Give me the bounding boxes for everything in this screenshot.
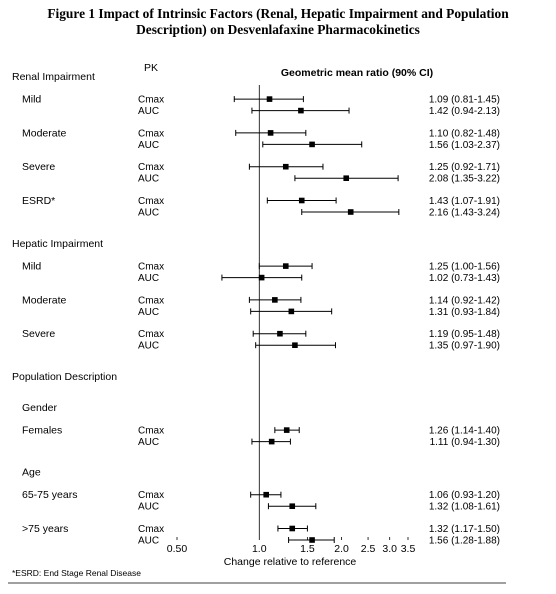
estimate-marker-population-description-females-cmax [283,427,290,433]
estimate-marker-hepatic-impairment-moderate-cmax [272,297,278,303]
value-label-population-description-65-75-years-auc: 1.32 (1.08-1.61) [429,502,500,513]
pk-label-hepatic-impairment-moderate-auc: AUC [138,307,159,318]
x-tick-label-2: 1.5 [300,543,315,555]
figure-title-line-1: Figure 1 Impact of Intrinsic Factors (Re… [47,6,509,21]
subheading-gender: Gender [22,402,58,414]
pk-label-renal-impairment-moderate-auc: AUC [138,140,159,151]
x-tick-label-3: 2.0 [334,543,349,555]
value-label-hepatic-impairment-moderate-auc: 1.31 (0.93-1.84) [429,307,500,318]
group-label-population-description-65-75-years: 65-75 years [22,489,77,501]
value-label-population-description-75-years-cmax: 1.32 (1.17-1.50) [429,524,500,535]
x-axis-label: Change relative to reference [224,556,357,568]
pk-label-renal-impairment-severe-auc: AUC [138,174,159,185]
pk-column-header: PK [144,62,158,74]
pk-label-renal-impairment-mild-cmax: Cmax [138,95,164,106]
chart-header: Geometric mean ratio (90% CI) [281,67,433,79]
estimate-marker-hepatic-impairment-severe-auc [292,342,298,348]
value-label-renal-impairment-esrd-auc: 2.16 (1.43-3.24) [429,208,500,219]
estimate-marker-hepatic-impairment-moderate-auc [288,308,295,315]
section-heading-population-description: Population Description [12,371,117,383]
x-axis: 0.50 1.0 1.5 2.0 2.5 3.0 3.5 [167,537,416,555]
estimate-marker-population-description-65-75-years-auc [289,503,296,509]
estimate-marker-renal-impairment-severe-cmax [282,163,289,170]
group-label-renal-impairment-severe: Severe [22,161,55,173]
x-tick-label-6: 3.5 [401,543,416,555]
estimate-marker-renal-impairment-severe-auc [343,175,350,181]
pk-label-hepatic-impairment-mild-auc: AUC [138,273,159,284]
value-label-renal-impairment-severe-cmax: 1.25 (0.92-1.71) [429,162,500,173]
pk-label-population-description-65-75-years-auc: AUC [138,502,159,513]
value-label-renal-impairment-mild-cmax: 1.09 (0.81-1.45) [429,95,500,106]
group-label-renal-impairment-mild: Mild [22,94,41,106]
group-label-hepatic-impairment-severe: Severe [22,328,55,340]
value-label-population-description-females-cmax: 1.26 (1.14-1.40) [429,426,500,437]
x-tick-label-4: 2.5 [361,543,376,555]
value-label-renal-impairment-severe-auc: 2.08 (1.35-3.22) [429,174,500,185]
group-label-hepatic-impairment-mild: Mild [22,261,41,273]
pk-label-population-description-65-75-years-cmax: Cmax [138,490,164,501]
figure-title-line-2: Description) on Desvenlafaxine Pharmacok… [136,22,420,37]
estimate-marker-hepatic-impairment-mild-cmax [282,263,289,269]
estimate-marker-population-description-75-years-cmax [289,525,296,532]
estimate-marker-renal-impairment-mild-cmax [266,96,273,102]
estimate-marker-renal-impairment-esrd-cmax [298,197,305,204]
estimate-marker-renal-impairment-moderate-auc [309,141,315,148]
x-tick-label-1: 1.0 [252,543,267,555]
pk-label-renal-impairment-esrd-auc: AUC [138,208,159,219]
value-label-renal-impairment-mild-auc: 1.42 (0.94-2.13) [429,106,500,117]
value-label-hepatic-impairment-severe-cmax: 1.19 (0.95-1.48) [429,329,500,340]
pk-label-renal-impairment-mild-auc: AUC [138,106,159,117]
pk-label-renal-impairment-moderate-cmax: Cmax [138,128,164,139]
footnote: *ESRD: End Stage Renal Disease [12,568,141,578]
value-label-population-description-females-auc: 1.11 (0.94-1.30) [430,437,500,448]
value-label-hepatic-impairment-moderate-cmax: 1.14 (0.92-1.42) [429,295,500,306]
x-tick-label-5: 3.0 [382,543,397,555]
estimate-marker-hepatic-impairment-mild-auc [258,274,265,281]
estimate-marker-renal-impairment-mild-auc [298,107,304,114]
group-label-renal-impairment-moderate: Moderate [22,127,67,139]
pk-label-population-description-75-years-cmax: Cmax [138,524,164,535]
pk-label-hepatic-impairment-severe-cmax: Cmax [138,329,164,340]
estimate-marker-hepatic-impairment-severe-cmax [277,330,283,337]
estimate-marker-population-description-65-75-years-cmax [263,491,270,498]
estimate-marker-population-description-females-auc [268,438,275,445]
figure-title: Figure 1 Impact of Intrinsic Factors (Re… [0,6,556,38]
pk-label-population-description-75-years-auc: AUC [138,536,159,547]
value-label-hepatic-impairment-severe-auc: 1.35 (0.97-1.90) [429,341,500,352]
pk-label-population-description-females-auc: AUC [138,437,159,448]
estimate-marker-renal-impairment-moderate-cmax [267,130,274,136]
pk-label-hepatic-impairment-mild-cmax: Cmax [138,262,164,273]
x-tick-label-0: 0.50 [167,543,188,555]
value-label-population-description-75-years-auc: 1.56 (1.28-1.88) [429,536,500,547]
pk-label-renal-impairment-esrd-cmax: Cmax [138,196,164,207]
section-heading-hepatic-impairment: Hepatic Impairment [12,238,103,250]
group-label-population-description-females: Females [22,425,62,437]
value-label-population-description-65-75-years-cmax: 1.06 (0.93-1.20) [429,490,500,501]
value-label-renal-impairment-esrd-cmax: 1.43 (1.07-1.91) [429,196,500,207]
value-label-renal-impairment-moderate-cmax: 1.10 (0.82-1.48) [429,128,500,139]
value-label-renal-impairment-moderate-auc: 1.56 (1.03-2.37) [429,140,500,151]
estimate-marker-population-description-75-years-auc [309,537,315,543]
pk-label-hepatic-impairment-moderate-cmax: Cmax [138,295,164,306]
value-label-hepatic-impairment-mild-auc: 1.02 (0.73-1.43) [429,273,500,284]
pk-label-hepatic-impairment-severe-auc: AUC [138,341,159,352]
pk-label-population-description-females-cmax: Cmax [138,426,164,437]
section-heading-renal-impairment: Renal Impairment [12,71,95,83]
group-label-hepatic-impairment-moderate: Moderate [22,294,67,306]
group-label-renal-impairment-esrd: ESRD* [22,195,55,207]
value-label-hepatic-impairment-mild-cmax: 1.25 (1.00-1.56) [429,262,500,273]
pk-label-renal-impairment-severe-cmax: Cmax [138,162,164,173]
group-label-population-description-75-years: >75 years [22,523,68,535]
forest-rows: Renal Impairment Mild Cmax 1.09 (0.81-1.45)… [12,71,500,547]
subheading-age: Age [22,466,41,478]
estimate-marker-renal-impairment-esrd-auc [347,209,354,215]
